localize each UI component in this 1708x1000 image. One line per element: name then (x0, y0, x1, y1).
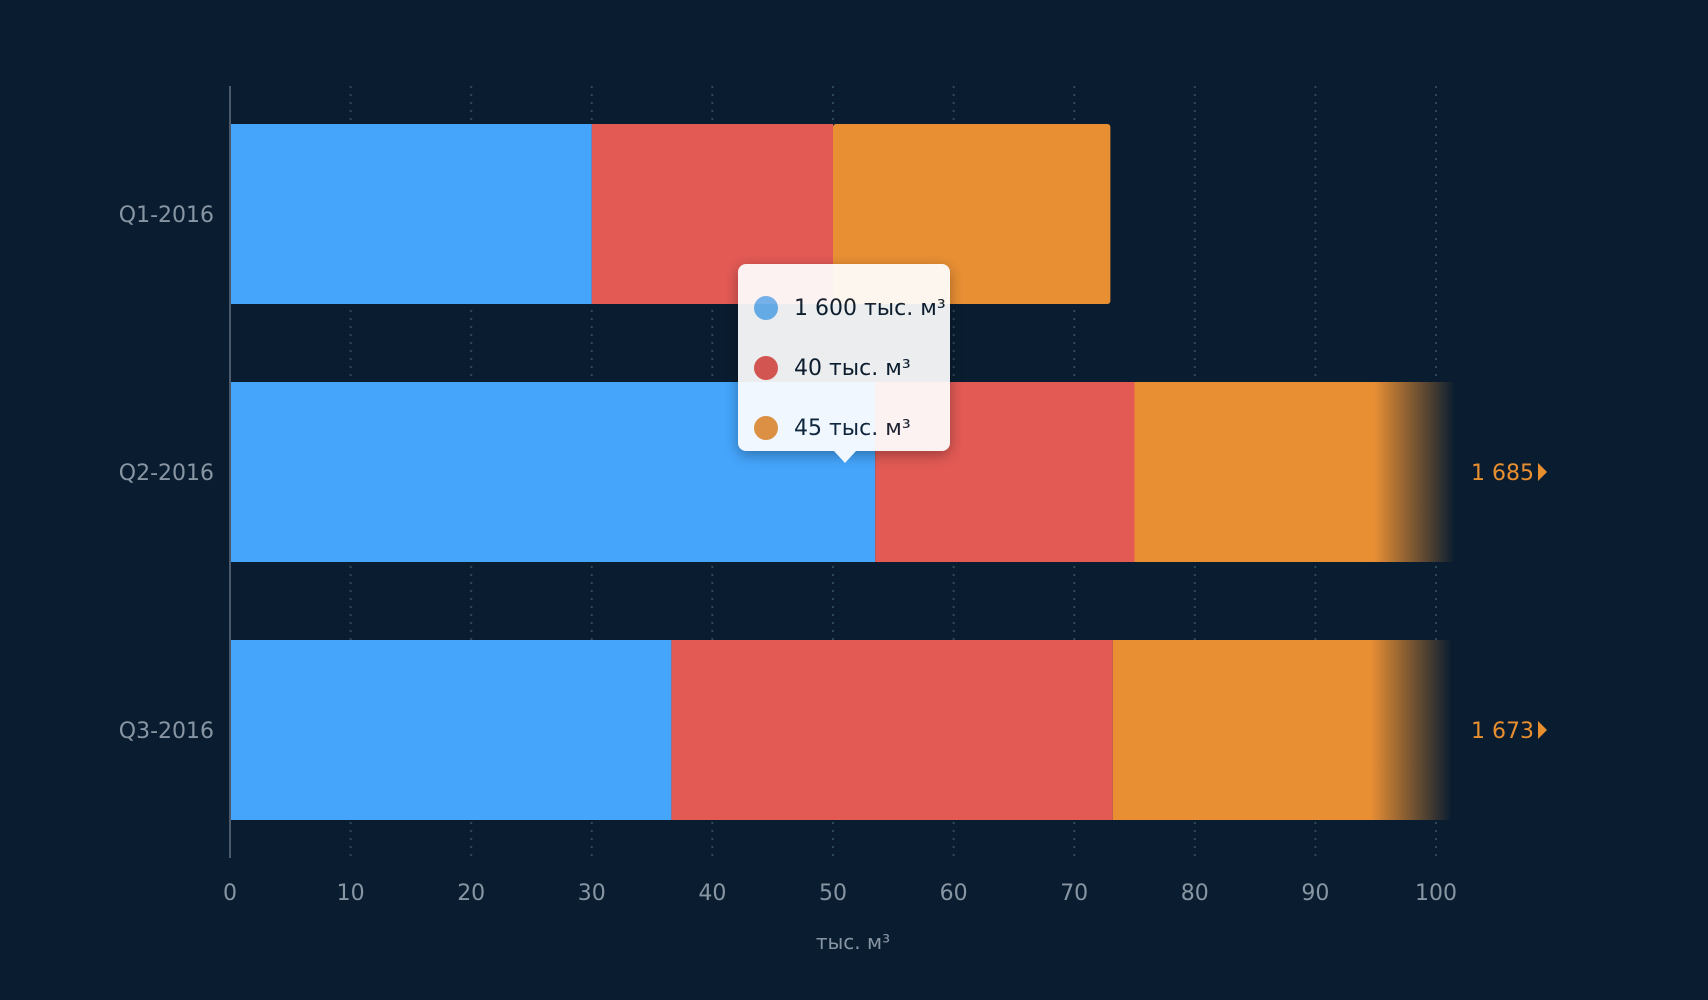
x-tick-label: 60 (940, 881, 968, 906)
bars (230, 124, 1456, 820)
triangle-right-icon[interactable] (1538, 463, 1547, 481)
tooltip-value: 40 тыс. м³ (794, 355, 911, 381)
x-tick-label: 70 (1060, 881, 1088, 906)
x-tick-label: 100 (1415, 881, 1457, 906)
x-tick-label: 30 (578, 881, 606, 906)
legend-dot-icon (754, 416, 778, 440)
category-labels: Q1-2016 Q2-2016 Q3-2016 (119, 203, 214, 744)
x-tick-label: 90 (1301, 881, 1329, 906)
x-tick-label: 40 (698, 881, 726, 906)
tooltip-value: 1 600 тыс. м³ (794, 295, 946, 321)
x-tick-label: 20 (457, 881, 485, 906)
x-tick-label: 10 (337, 881, 365, 906)
x-tick-label: 0 (223, 881, 237, 906)
x-axis-label: тыс. м³ (816, 930, 890, 954)
bar-segment[interactable] (230, 640, 672, 820)
category-label: Q2-2016 (119, 461, 214, 486)
bar-overflow-fade (1370, 640, 1452, 820)
bar-segment[interactable] (671, 640, 1113, 820)
legend-dot-icon (754, 296, 778, 320)
triangle-right-icon[interactable] (1538, 721, 1547, 739)
total-labels: 1 685 1 673 (1471, 461, 1547, 744)
bar-overflow-fade (1374, 382, 1456, 562)
category-label: Q3-2016 (119, 719, 214, 744)
tooltip-row: 45 тыс. м³ (754, 398, 950, 458)
x-axis-ticks: 0 10 20 30 40 50 60 70 80 90 100 (223, 881, 1457, 906)
total-value-label: 1 673 (1471, 719, 1534, 744)
tooltip-row: 40 тыс. м³ (754, 338, 950, 398)
legend-dot-icon (754, 356, 778, 380)
category-label: Q1-2016 (119, 203, 214, 228)
total-value-label: 1 685 (1471, 461, 1534, 486)
bar-segment[interactable] (833, 124, 1111, 304)
x-tick-label: 50 (819, 881, 847, 906)
tooltip-value: 45 тыс. м³ (794, 415, 911, 441)
bar-segment[interactable] (230, 124, 592, 304)
x-tick-label: 80 (1181, 881, 1209, 906)
tooltip: 1 600 тыс. м³ 40 тыс. м³ 45 тыс. м³ (738, 264, 950, 463)
tooltip-row: 1 600 тыс. м³ (754, 278, 950, 338)
